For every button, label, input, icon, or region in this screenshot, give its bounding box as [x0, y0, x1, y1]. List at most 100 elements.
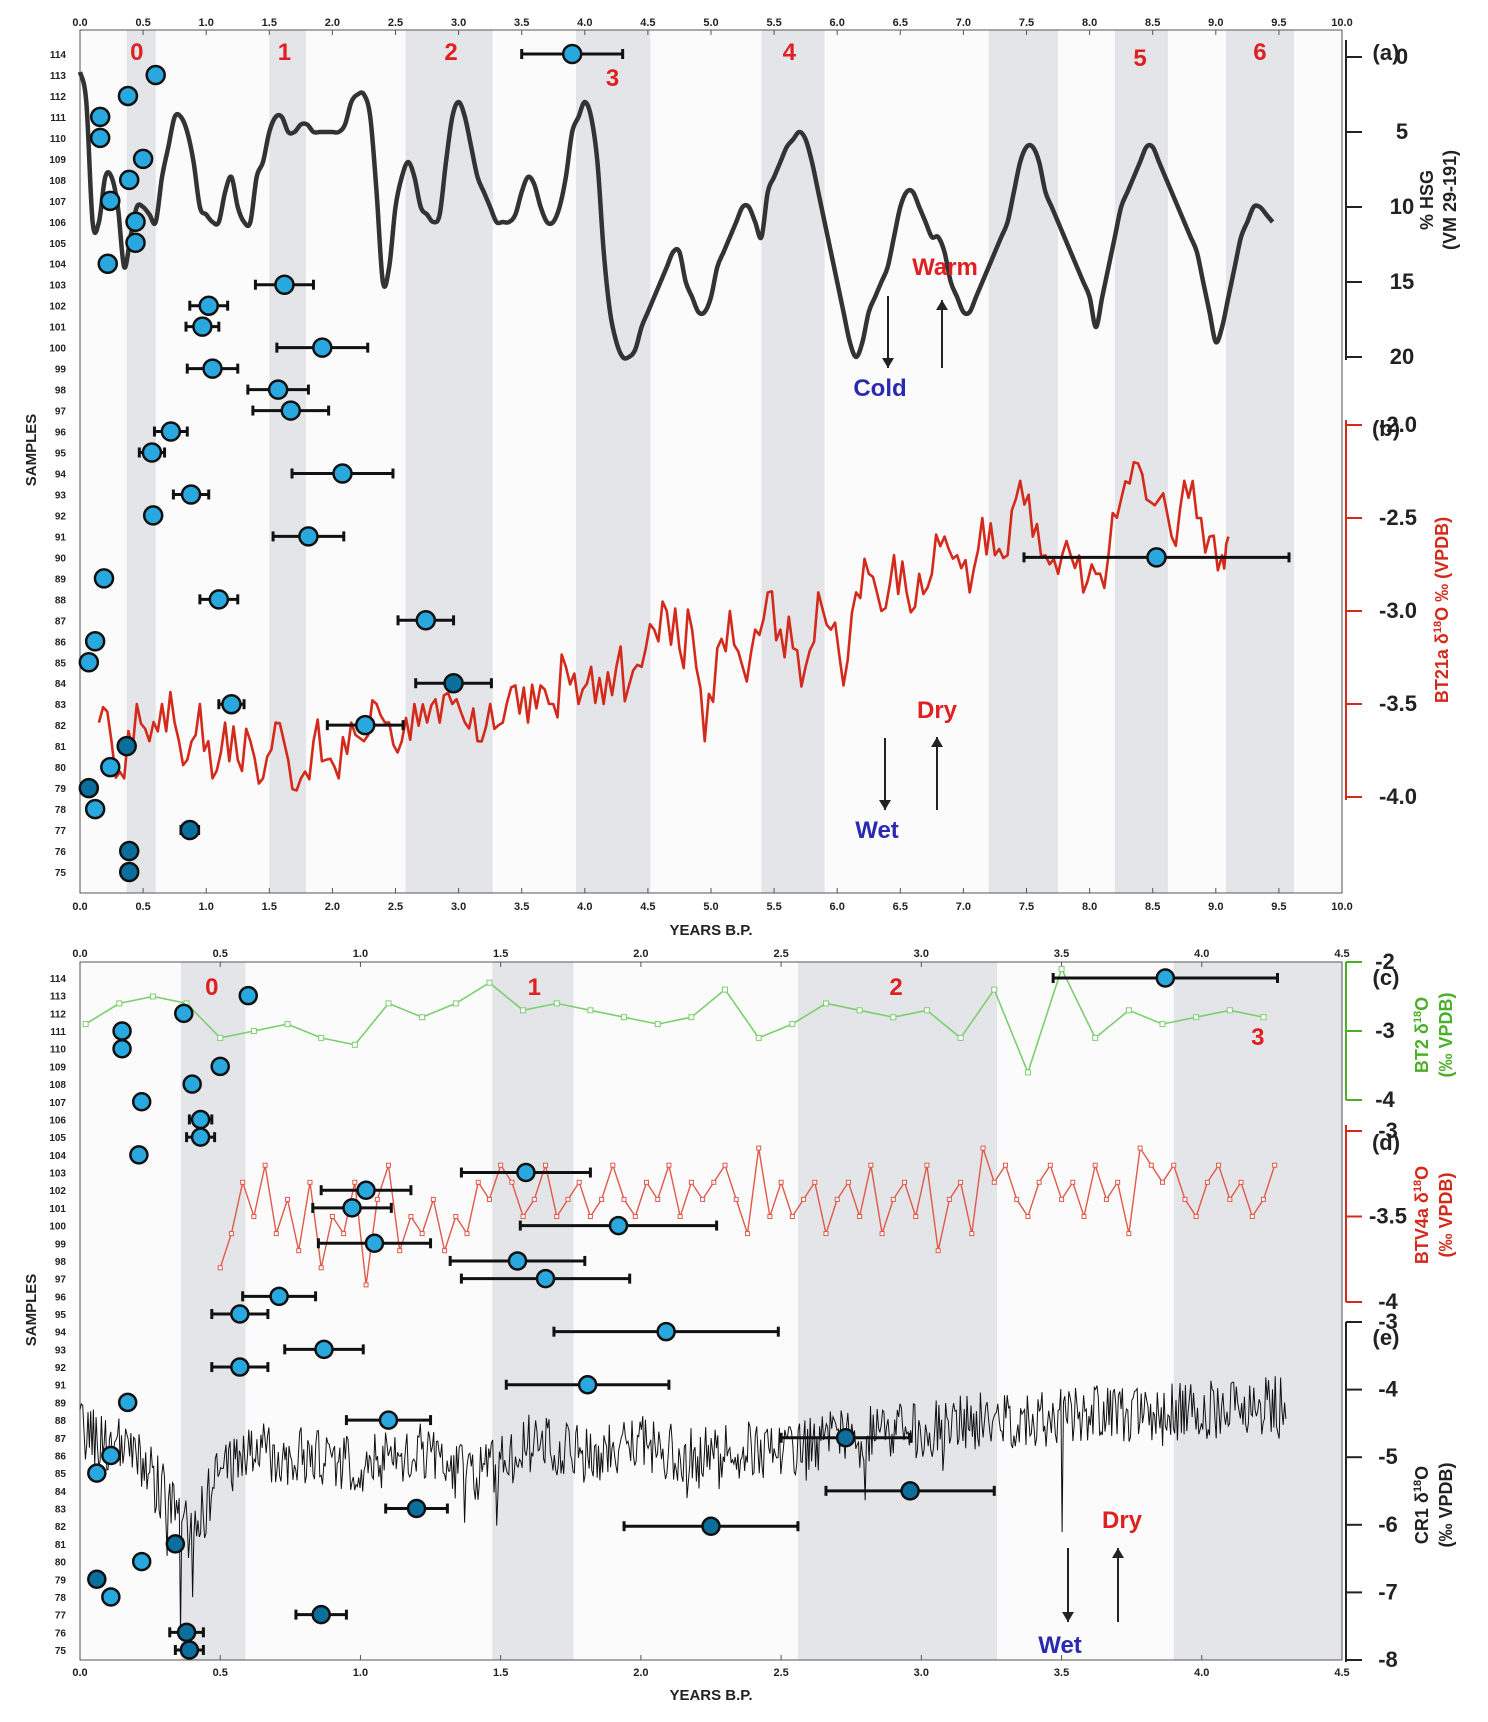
- x-tick-label-top-12: 6.0: [830, 17, 845, 29]
- series-c-marker-14: [553, 1000, 560, 1007]
- x-tick-label-bottom-13: 6.5: [893, 901, 908, 913]
- sample-label-bottom-95: 95: [55, 1310, 67, 1321]
- plot-frame-bottom: [79, 961, 1343, 1661]
- axis-d-tick-label-0: -3: [1378, 1118, 1398, 1143]
- sample-label-bottom-82: 82: [55, 1522, 67, 1533]
- x-tick-label-top-4: 2.0: [325, 17, 340, 29]
- series-d-marker-53: [812, 1179, 818, 1185]
- period-label-bottom-0: 0: [205, 974, 218, 1001]
- sample-label-89: 89: [55, 574, 67, 585]
- x-tick-label-bottom-14: 7.0: [956, 901, 971, 913]
- series-d-marker-87: [1193, 1214, 1199, 1219]
- axis-b-label-b: O ‰ (VPDB): [1432, 517, 1452, 621]
- x-tick-label-top-5: 2.5: [388, 17, 403, 29]
- sample-point-bottom-97: [535, 1268, 556, 1289]
- axis-a-label-2: (VM 29-191): [1440, 150, 1460, 250]
- sample-point-top-111: [89, 106, 111, 128]
- series-c-marker-1: [116, 1000, 123, 1007]
- series-d-marker-72: [1025, 1214, 1031, 1219]
- series-d-marker-55: [834, 1196, 840, 1202]
- x-tick-label-top2-3: 1.5: [493, 948, 508, 960]
- sample-label-102: 102: [49, 302, 66, 313]
- x-tick-label-bottom-18: 9.0: [1208, 901, 1223, 913]
- top-panel-chart: 0.0 0.0 0.5 0.5 1.0 1.0 1.5 1.5 2.0 2.0 2.5 2.5 3.0 3…: [23, 17, 1460, 939]
- axis-c-label-2: (‰ VPDB): [1436, 992, 1456, 1077]
- panel-label-d: (d): [1372, 1130, 1400, 1155]
- x-tick-label-bottom-17: 8.5: [1145, 901, 1160, 913]
- series-c-marker-7: [318, 1034, 325, 1041]
- sample-point-bottom-106: [190, 1109, 211, 1130]
- sample-label-bottom-76: 76: [55, 1628, 67, 1639]
- series-d-marker-11: [341, 1231, 347, 1237]
- sample-label-84: 84: [55, 679, 67, 690]
- axis-e-label-sup: 18: [1412, 1480, 1424, 1492]
- series-d-marker-42: [688, 1179, 694, 1185]
- series-d-marker-31: [565, 1196, 571, 1202]
- sample-point-bottom-108: [182, 1074, 202, 1094]
- sample-label-bottom-97: 97: [55, 1275, 67, 1286]
- sample-label-101: 101: [49, 323, 66, 334]
- sample-label-86: 86: [55, 637, 67, 648]
- x-tick-label-bottom-6: 3.0: [451, 901, 466, 913]
- sample-label-93: 93: [55, 490, 67, 501]
- sample-label-96: 96: [55, 428, 67, 439]
- annotation-cold: Cold: [853, 375, 906, 402]
- series-d-marker-58: [868, 1162, 874, 1168]
- sample-label-109: 109: [49, 155, 66, 166]
- sample-label-76: 76: [55, 847, 67, 858]
- x-tick-label-top-17: 8.5: [1145, 17, 1160, 29]
- series-d-marker-1: [228, 1231, 234, 1237]
- period-label-top-5: 5: [1133, 45, 1146, 72]
- series-d-marker-93: [1260, 1196, 1266, 1202]
- series-d-marker-83: [1148, 1162, 1154, 1168]
- sample-point-bottom-113: [238, 985, 259, 1006]
- x-tick-label-bottom-19: 9.5: [1271, 901, 1286, 913]
- series-d-marker-94: [1272, 1162, 1278, 1168]
- sample-point-bottom-101: [342, 1198, 362, 1218]
- series-d-marker-38: [643, 1179, 649, 1185]
- series-d-marker-57: [857, 1214, 863, 1219]
- sample-point-top-99: [202, 358, 223, 379]
- sample-point-bottom-102: [356, 1180, 376, 1200]
- sample-label-bottom-75: 75: [55, 1646, 67, 1657]
- series-e-cr1-line: [79, 1376, 1287, 1635]
- sample-point-bottom-93: [314, 1339, 334, 1360]
- sample-label-75: 75: [55, 868, 67, 879]
- series-d-marker-19: [430, 1196, 436, 1202]
- period-label-top-3: 3: [606, 65, 619, 92]
- x-tick-label-top-19: 9.5: [1271, 17, 1286, 29]
- x-tick-label-bottom-8: 4.0: [577, 901, 592, 913]
- sample-label-bottom-85: 85: [55, 1469, 67, 1480]
- sample-point-bottom-105: [190, 1127, 211, 1147]
- x-tick-label-bottom-12: 6.0: [830, 901, 845, 913]
- axis-e-tick-label-4: -7: [1378, 1579, 1398, 1604]
- period-label-bottom-1: 1: [528, 974, 541, 1001]
- arrow-dry-head: [931, 737, 943, 747]
- sample-point-top-103: [274, 274, 295, 295]
- series-c-marker-17: [654, 1021, 661, 1028]
- x-tick-label-bottom2-5: 2.5: [773, 1667, 788, 1679]
- sample-label-bottom-87: 87: [55, 1434, 67, 1445]
- sample-point-top-95: [141, 442, 163, 463]
- sample-label-bottom-92: 92: [55, 1363, 67, 1374]
- series-d-marker-65: [946, 1196, 952, 1202]
- series-c-marker-34: [1226, 1007, 1233, 1014]
- sample-label-bottom-80: 80: [55, 1558, 67, 1569]
- x-axis-label-top: YEARS B.P.: [669, 922, 752, 939]
- series-c-marker-23: [856, 1007, 863, 1014]
- axis-e-label-2: (‰ VPDB): [1436, 1462, 1456, 1547]
- series-d-marker-9: [318, 1265, 324, 1271]
- axis-c-tick-label-1: -3: [1375, 1018, 1395, 1043]
- axis-e-label-b: O: [1412, 1466, 1432, 1480]
- sample-point-top-108: [118, 169, 140, 191]
- x-tick-label-bottom-4: 2.0: [325, 901, 340, 913]
- sample-label-77: 77: [55, 826, 67, 837]
- x-tick-label-bottom2-6: 3.0: [914, 1667, 929, 1679]
- x-tick-label-top-14: 7.0: [956, 17, 971, 29]
- sample-point-bottom-85: [87, 1463, 107, 1483]
- axis-b-label-a: BT21a δ: [1432, 633, 1452, 703]
- shaded-band-2: [405, 30, 493, 893]
- x-tick-label-bottom2-4: 2.0: [633, 1667, 648, 1679]
- sample-label-103: 103: [49, 281, 66, 292]
- sample-label-bottom-96: 96: [55, 1292, 67, 1303]
